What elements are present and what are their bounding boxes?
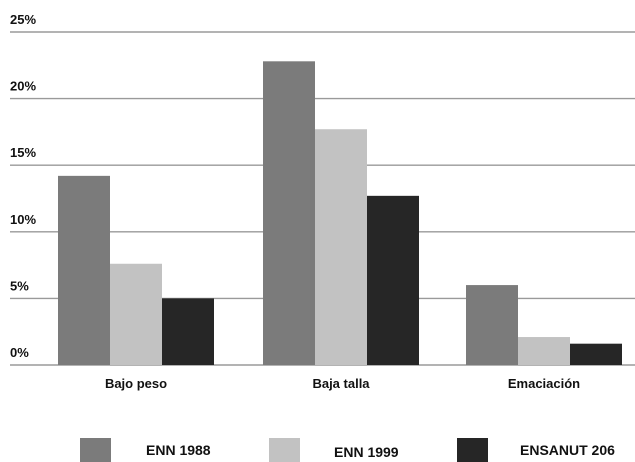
legend-label: ENSANUT 206 <box>520 442 615 458</box>
legend-swatch <box>269 438 300 462</box>
bar-2-3 <box>518 337 570 365</box>
bar-3-1 <box>162 298 214 365</box>
y-tick-label: 0% <box>10 345 29 360</box>
category-label: Emaciación <box>508 376 580 391</box>
category-label: Baja talla <box>312 376 370 391</box>
y-tick-label: 10% <box>10 212 36 227</box>
y-tick-label: 20% <box>10 79 36 94</box>
bar-3-3 <box>570 343 622 365</box>
legend-label: ENN 1988 <box>146 442 211 458</box>
legend: ENN 1988 ENN 1999 ENSANUT 206 <box>80 438 615 462</box>
bar-2-1 <box>110 263 162 365</box>
y-tick-label: 5% <box>10 278 29 293</box>
category-label: Bajo peso <box>105 376 167 391</box>
bar-1-1 <box>58 175 110 365</box>
y-tick-label: 25% <box>10 12 36 27</box>
bars <box>58 61 622 365</box>
y-tick-label: 15% <box>10 145 36 160</box>
legend-label: ENN 1999 <box>334 444 399 460</box>
bar-1-2 <box>263 61 315 365</box>
legend-swatch <box>80 438 111 462</box>
legend-swatch <box>457 438 488 462</box>
bar-2-2 <box>315 129 367 365</box>
category-labels: Bajo peso Baja talla Emaciación <box>105 376 580 391</box>
y-axis-tick-labels: 0% 5% 10% 15% 20% 25% <box>10 12 36 360</box>
bar-1-3 <box>466 285 518 365</box>
bar-3-2 <box>367 195 419 365</box>
